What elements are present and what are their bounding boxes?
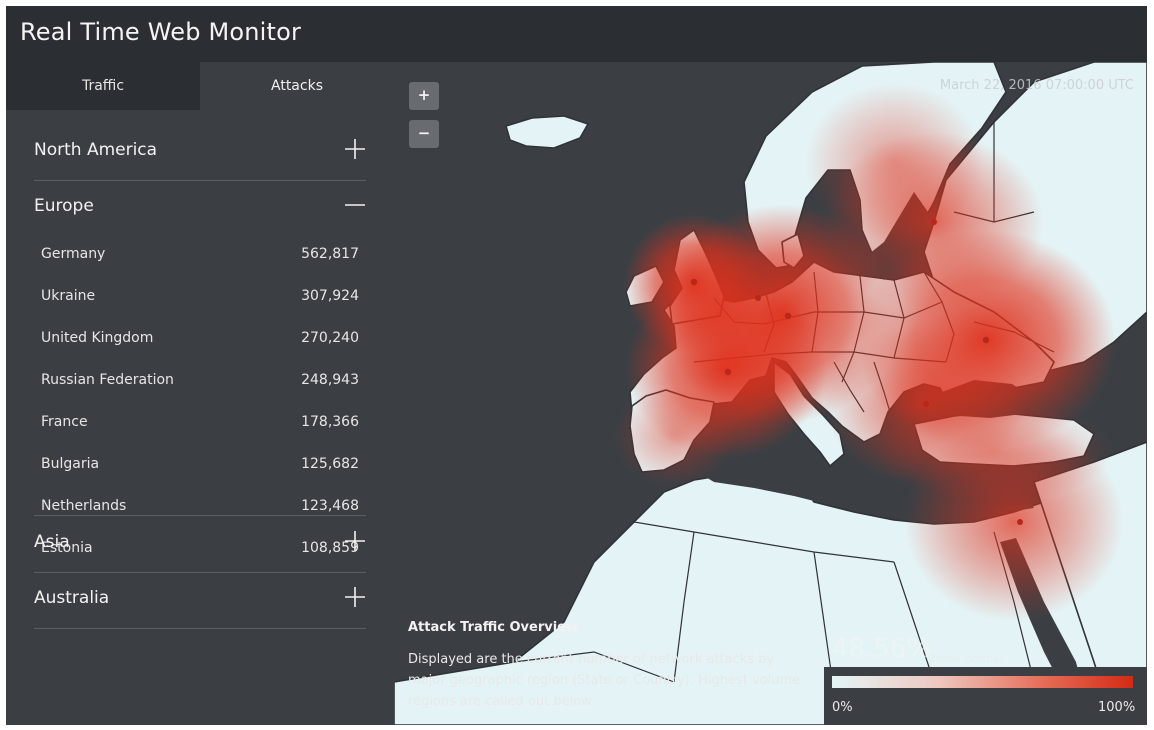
- region-label: North America: [34, 140, 158, 160]
- tab-bar: Traffic Attacks: [6, 62, 394, 110]
- attack-count: 108,859: [301, 540, 359, 556]
- overview-panel: Attack Traffic Overview Displayed are th…: [408, 620, 808, 712]
- region-label: Asia: [34, 532, 70, 552]
- attack-count: 125,682: [301, 456, 359, 472]
- expand-plus-icon[interactable]: [344, 138, 366, 160]
- sidebar: Traffic Attacks North America Europe Ger…: [6, 62, 394, 725]
- hotspot-ukraine: [982, 336, 990, 344]
- country-name: Russian Federation: [41, 372, 174, 388]
- zoom-out-button[interactable]: −: [409, 120, 439, 148]
- tab-attacks[interactable]: Attacks: [200, 62, 394, 110]
- hotspot-uk: [690, 278, 698, 286]
- timestamp: March 22, 2016 07:00:00 UTC: [939, 78, 1134, 93]
- expand-plus-icon[interactable]: [344, 586, 366, 608]
- country-name: Netherlands: [41, 498, 127, 514]
- region-north-america[interactable]: North America: [34, 124, 366, 181]
- heat-iberia: [614, 386, 734, 486]
- region-label: Europe: [34, 196, 94, 216]
- hotspot-bulgaria: [923, 401, 929, 407]
- country-row-united-kingdom[interactable]: United Kingdom 270,240: [34, 318, 366, 360]
- country-row-netherlands[interactable]: Netherlands 123,468: [34, 486, 366, 528]
- country-name: France: [41, 414, 88, 430]
- europe-heat-map[interactable]: [394, 62, 1147, 725]
- legend-min-label: 0%: [832, 700, 853, 715]
- overview-text: Displayed are the current number of netw…: [408, 652, 801, 709]
- country-name: Estonia: [41, 540, 93, 556]
- attack-count: 270,240: [301, 330, 359, 346]
- legend-max-label: 100%: [1098, 700, 1136, 715]
- country-row-estonia[interactable]: Estonia 108,859: [34, 528, 366, 570]
- attack-count: 307,924: [301, 288, 359, 304]
- region-australia[interactable]: Australia: [34, 572, 366, 629]
- country-name: Bulgaria: [41, 456, 100, 472]
- country-row-bulgaria[interactable]: Bulgaria 125,682: [34, 444, 366, 486]
- country-row-ukraine[interactable]: Ukraine 307,924: [34, 276, 366, 318]
- country-row-france[interactable]: France 178,366: [34, 402, 366, 444]
- collapse-minus-icon[interactable]: [344, 194, 366, 216]
- hotspot-middle-east: [1017, 519, 1023, 525]
- overview-title: Attack Traffic Overview: [408, 620, 579, 635]
- iceland-landmass: [505, 115, 589, 149]
- hotspot-estonia: [931, 219, 937, 225]
- country-row-germany[interactable]: Germany 562,817: [34, 234, 366, 276]
- heat-turkey: [874, 402, 1114, 502]
- country-name: United Kingdom: [41, 330, 154, 346]
- attack-map[interactable]: + − March 22, 2016 07:00:00 UTC 48.56% B…: [394, 62, 1147, 725]
- percent-note: Below normal: [928, 652, 1004, 665]
- legend-gradient-bar: [832, 676, 1133, 688]
- attack-count: 562,817: [301, 246, 359, 262]
- hotspot-france: [724, 368, 732, 376]
- country-name: Germany: [41, 246, 106, 262]
- app-window: Real Time Web Monitor Traffic Attacks No…: [6, 6, 1147, 725]
- attack-count: 123,468: [301, 498, 359, 514]
- hotspot-germany: [784, 312, 792, 320]
- header: Real Time Web Monitor: [6, 6, 1147, 62]
- attack-count: 248,943: [301, 372, 359, 388]
- region-europe[interactable]: Europe: [34, 180, 366, 236]
- tab-traffic[interactable]: Traffic: [6, 62, 200, 110]
- heat-scandinavia: [804, 82, 984, 242]
- app-title: Real Time Web Monitor: [20, 18, 302, 46]
- hotspot-netherlands: [755, 295, 761, 301]
- region-asia[interactable]: Asia: [34, 515, 366, 573]
- expand-plus-icon[interactable]: [344, 530, 366, 552]
- percent-readout: 48.56%: [832, 634, 932, 664]
- zoom-in-button[interactable]: +: [409, 82, 439, 110]
- attack-count: 178,366: [301, 414, 359, 430]
- region-label: Australia: [34, 588, 110, 608]
- country-name: Ukraine: [41, 288, 96, 304]
- country-row-russian-federation[interactable]: Russian Federation 248,943: [34, 360, 366, 402]
